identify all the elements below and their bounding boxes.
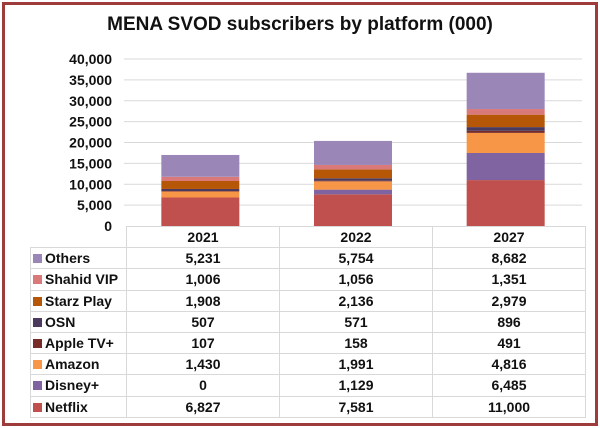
chart-title: MENA SVOD subscribers by platform (000) <box>107 14 493 35</box>
data-label: 1,006 <box>126 268 280 291</box>
table-header-row: 2021 2022 2027 <box>30 225 586 249</box>
legend-entry: Disney+ <box>30 374 127 397</box>
bar-segment-netflix-2021 <box>161 197 240 226</box>
legend-entry: Starz Play <box>30 289 127 312</box>
bar-segment-shahid-vip-2022 <box>314 164 392 170</box>
table-row: Others 5,231 5,754 8,682 <box>30 247 586 270</box>
legend-entry: Amazon <box>30 353 127 376</box>
legend-label: Shahid VIP <box>45 271 119 288</box>
bar-segment-osn-2027 <box>466 127 545 131</box>
y-tick-label: 20,000 <box>69 135 112 151</box>
bar-segment-others-2021 <box>161 154 240 177</box>
bar-segment-amazon-2027 <box>466 132 545 154</box>
data-table: 2021 2022 2027 Others 5,231 5,754 8,682 Shahid … <box>30 225 586 418</box>
data-label: 1,351 <box>432 268 586 291</box>
bar-segment-shahid-vip-2027 <box>466 109 545 115</box>
data-label: 5,231 <box>126 247 280 270</box>
legend-label: Disney+ <box>45 377 100 394</box>
table-row: Apple TV+ 107 158 491 <box>30 331 586 355</box>
bar-segment-others-2027 <box>466 72 545 110</box>
y-tick-label: 0 <box>104 218 112 234</box>
legend-entry: Netflix <box>30 395 127 418</box>
bar-segment-apple-tv--2022 <box>314 180 392 182</box>
data-label: 6,485 <box>432 374 586 397</box>
x-tick-label: 2021 <box>126 225 280 249</box>
table-row: Disney+ 0 1,129 6,485 <box>30 374 586 397</box>
data-label: 2,979 <box>432 289 586 312</box>
bar-segment-others-2022 <box>314 140 392 165</box>
y-tick-label: 10,000 <box>69 176 112 192</box>
bar-segment-shahid-vip-2021 <box>161 176 240 181</box>
y-tick-label: 25,000 <box>69 114 112 130</box>
bar-segment-starz-play-2021 <box>161 180 240 189</box>
legend-swatch-icon <box>33 254 42 264</box>
y-tick-label: 35,000 <box>69 72 112 88</box>
legend-swatch-icon <box>33 296 42 306</box>
y-tick-label: 30,000 <box>69 93 112 109</box>
data-label: 896 <box>432 310 586 333</box>
bar-segment-starz-play-2027 <box>466 114 545 128</box>
legend-entry: Shahid VIP <box>30 268 127 291</box>
data-label: 1,056 <box>279 268 433 291</box>
data-label: 7,581 <box>279 395 433 418</box>
y-tick-label: 5,000 <box>77 197 112 213</box>
y-tick-label: 40,000 <box>69 51 112 67</box>
bar-segment-amazon-2021 <box>161 191 240 198</box>
table-corner <box>30 226 127 248</box>
table-row: Netflix 6,827 7,581 11,000 <box>30 395 586 418</box>
legend-label: OSN <box>45 313 76 330</box>
data-label: 1,129 <box>279 374 433 397</box>
table-row: Shahid VIP 1,006 1,056 1,351 <box>30 268 586 291</box>
data-label: 2,136 <box>279 289 433 312</box>
data-label: 1,991 <box>279 353 433 376</box>
legend-swatch-icon <box>33 275 42 285</box>
table-row: OSN 507 571 896 <box>30 310 586 333</box>
data-label: 491 <box>432 331 586 355</box>
table-row: Starz Play 1,908 2,136 2,979 <box>30 289 586 312</box>
legend-label: Others <box>45 250 91 267</box>
x-tick-label: 2022 <box>279 225 433 249</box>
bar-segment-disney--2027 <box>466 153 545 181</box>
legend-swatch-icon <box>33 381 42 391</box>
bar-segment-osn-2021 <box>161 188 240 192</box>
data-label: 107 <box>126 331 280 355</box>
legend-label: Netflix <box>45 398 88 415</box>
data-label: 507 <box>126 310 280 333</box>
legend-swatch-icon <box>33 402 42 412</box>
bar-segment-netflix-2022 <box>314 194 392 226</box>
legend-swatch-icon <box>33 317 42 327</box>
data-label: 0 <box>126 374 280 397</box>
bar-segment-disney--2022 <box>314 189 392 195</box>
table-row: Amazon 1,430 1,991 4,816 <box>30 353 586 376</box>
data-label: 11,000 <box>432 395 586 418</box>
bar-segment-netflix-2027 <box>466 180 545 226</box>
data-label: 158 <box>279 331 433 355</box>
legend-entry: Apple TV+ <box>30 331 127 355</box>
data-label: 8,682 <box>432 247 586 270</box>
legend-swatch-icon <box>33 360 42 370</box>
legend-label: Starz Play <box>45 292 112 309</box>
data-label: 1,908 <box>126 289 280 312</box>
data-label: 5,754 <box>279 247 433 270</box>
y-tick-label: 15,000 <box>69 155 112 171</box>
data-label: 6,827 <box>126 395 280 418</box>
bar-segment-osn-2022 <box>314 178 392 181</box>
legend-label: Apple TV+ <box>45 335 114 352</box>
legend-label: Amazon <box>45 356 100 373</box>
data-label: 4,816 <box>432 353 586 376</box>
data-label: 1,430 <box>126 353 280 376</box>
x-tick-label: 2027 <box>432 225 586 249</box>
bar-segment-amazon-2022 <box>314 181 392 190</box>
legend-entry: Others <box>30 247 127 270</box>
bar-segment-starz-play-2022 <box>314 169 392 179</box>
bar-segment-apple-tv--2027 <box>466 130 545 133</box>
legend-swatch-icon <box>33 339 42 349</box>
data-label: 571 <box>279 310 433 333</box>
legend-entry: OSN <box>30 310 127 333</box>
